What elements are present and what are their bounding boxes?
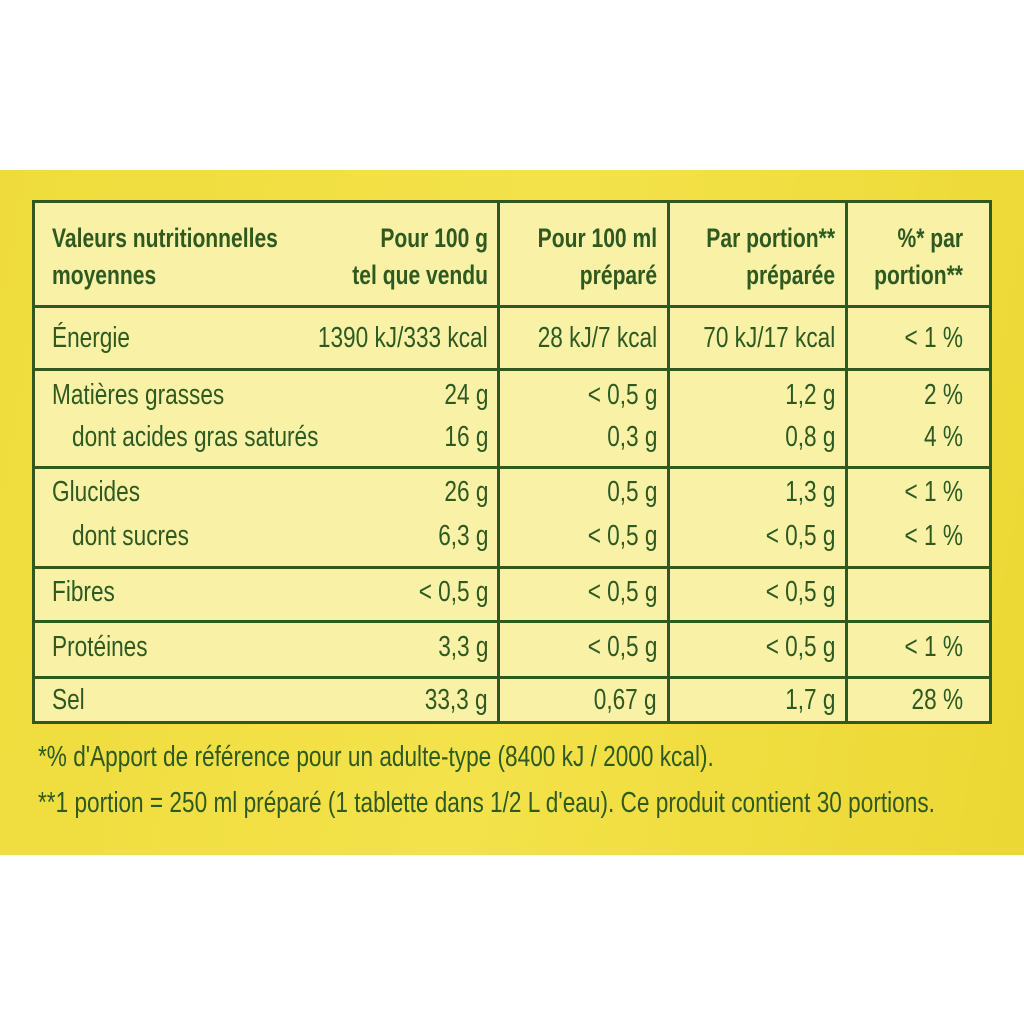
cell-value: < 1 % (904, 520, 963, 552)
header-cell: préparée (746, 260, 835, 290)
column-divider (497, 200, 500, 724)
row-label: Énergie (52, 322, 130, 354)
cell-value: < 1 % (904, 631, 963, 663)
cell-value: 1,3 g (784, 476, 835, 508)
header-cell: préparé (579, 260, 657, 290)
cell-value: 3,3 g (437, 631, 488, 663)
header-cell: Pour 100 g (380, 223, 488, 253)
cell-value: 33,3 g (425, 684, 488, 716)
cell-value: 24 g (443, 379, 488, 411)
cell-value: < 0,5 g (587, 576, 657, 608)
header-cell: Valeurs nutritionnelles (52, 223, 278, 253)
footnote: *% d'Apport de référence pour un adulte-… (38, 741, 714, 773)
column-divider (845, 200, 848, 724)
cell-value: < 0,5 g (765, 576, 835, 608)
cell-value: < 0,5 g (587, 520, 657, 552)
header-cell: Pour 100 ml (537, 223, 657, 253)
cell-value: 26 g (443, 476, 488, 508)
row-divider (32, 566, 992, 569)
row-label: Protéines (52, 631, 148, 663)
row-divider (32, 305, 992, 308)
cell-value: 0,5 g (606, 476, 657, 508)
header-cell: %* par (897, 223, 963, 253)
row-label: Matières grasses (52, 379, 225, 411)
cell-value: 28 % (911, 684, 963, 716)
cell-value: < 0,5 g (765, 520, 835, 552)
row-label: dont acides gras saturés (72, 421, 319, 453)
header-cell: portion** (874, 260, 963, 290)
row-label: Fibres (52, 576, 115, 608)
table-panel (32, 200, 992, 724)
cell-value: 1,7 g (784, 684, 835, 716)
row-divider (32, 676, 992, 679)
cell-value: < 1 % (904, 476, 963, 508)
header-cell: moyennes (52, 260, 157, 290)
row-label: dont sucres (72, 520, 189, 552)
cell-value: 0,3 g (606, 421, 657, 453)
cell-value: 0,8 g (784, 421, 835, 453)
row-divider (32, 466, 992, 469)
cell-value: 28 kJ/7 kcal (537, 322, 657, 354)
cell-value: < 1 % (904, 322, 963, 354)
column-divider (667, 200, 670, 724)
cell-value: 4 % (924, 421, 963, 453)
cell-value: < 0,5 g (587, 379, 657, 411)
cell-value: 16 g (443, 421, 488, 453)
footnote: **1 portion = 250 ml préparé (1 tablette… (38, 787, 935, 819)
cell-value: < 0,5 g (418, 576, 488, 608)
cell-value: 6,3 g (437, 520, 488, 552)
cell-value: 0,67 g (594, 684, 657, 716)
header-cell: tel que vendu (352, 260, 488, 290)
row-label: Glucides (52, 476, 141, 508)
cell-value: 70 kJ/17 kcal (702, 322, 835, 354)
header-cell: Par portion** (706, 223, 835, 253)
cell-value: 2 % (924, 379, 963, 411)
cell-value: 1390 kJ/333 kcal (318, 322, 488, 354)
cell-value: 1,2 g (784, 379, 835, 411)
row-divider (32, 368, 992, 371)
cell-value: < 0,5 g (765, 631, 835, 663)
row-label: Sel (52, 684, 85, 716)
row-divider (32, 620, 992, 623)
cell-value: < 0,5 g (587, 631, 657, 663)
